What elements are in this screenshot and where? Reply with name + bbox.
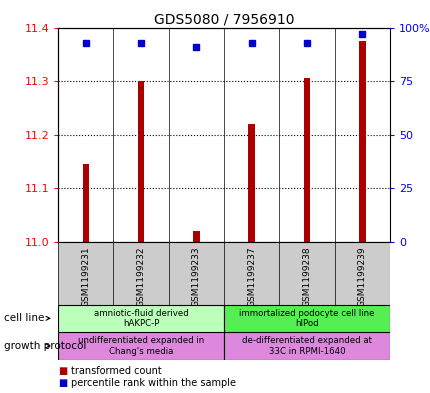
Bar bbox=[58, 332, 224, 360]
Text: percentile rank within the sample: percentile rank within the sample bbox=[71, 378, 236, 388]
Text: transformed count: transformed count bbox=[71, 366, 162, 376]
Bar bbox=[58, 305, 224, 332]
Bar bbox=[358, 41, 365, 242]
Text: de-differentiated expanded at
33C in RPMI-1640: de-differentiated expanded at 33C in RPM… bbox=[242, 336, 371, 356]
Bar bbox=[193, 231, 200, 242]
Text: undifferentiated expanded in
Chang's media: undifferentiated expanded in Chang's med… bbox=[78, 336, 204, 356]
Text: GSM1199238: GSM1199238 bbox=[302, 247, 311, 307]
Bar bbox=[248, 124, 255, 242]
Text: GSM1199237: GSM1199237 bbox=[247, 247, 256, 307]
Text: GSM1199232: GSM1199232 bbox=[136, 247, 145, 307]
Bar bbox=[224, 332, 389, 360]
Text: GSM1199231: GSM1199231 bbox=[81, 247, 90, 307]
Text: immortalized podocyte cell line
hIPod: immortalized podocyte cell line hIPod bbox=[239, 309, 374, 328]
Text: cell line: cell line bbox=[4, 313, 45, 323]
Text: amniotic-fluid derived
hAKPC-P: amniotic-fluid derived hAKPC-P bbox=[94, 309, 188, 328]
Bar bbox=[303, 78, 310, 242]
Bar bbox=[224, 305, 389, 332]
Text: ■: ■ bbox=[58, 378, 67, 388]
Title: GDS5080 / 7956910: GDS5080 / 7956910 bbox=[154, 12, 294, 26]
Bar bbox=[82, 164, 89, 242]
Text: GSM1199239: GSM1199239 bbox=[357, 247, 366, 307]
Bar bbox=[138, 81, 144, 242]
Text: ■: ■ bbox=[58, 366, 67, 376]
Text: GSM1199233: GSM1199233 bbox=[191, 247, 200, 307]
Text: growth protocol: growth protocol bbox=[4, 341, 86, 351]
